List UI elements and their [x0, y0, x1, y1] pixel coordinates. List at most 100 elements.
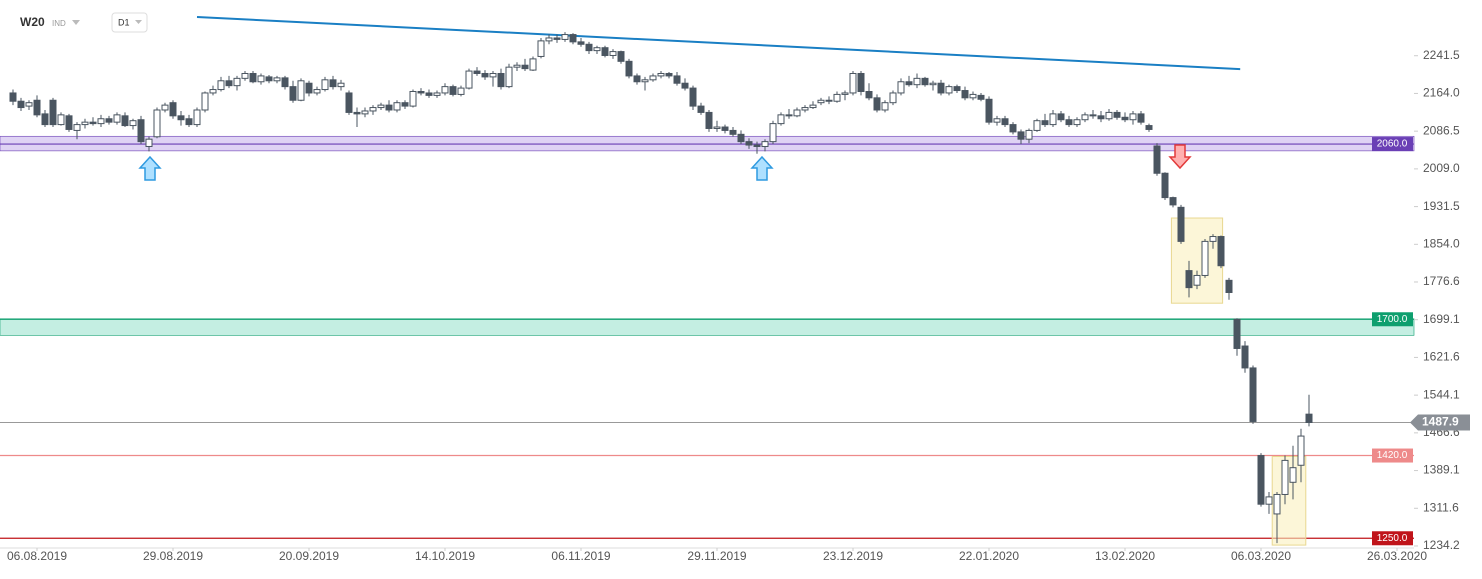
y-tick-label: 2086.5: [1423, 123, 1460, 137]
candle-body: [233, 77, 241, 87]
x-tick-label: 14.10.2019: [415, 549, 475, 563]
candle-body: [641, 79, 649, 83]
up-arrow: [750, 155, 774, 181]
candle-body: [761, 141, 769, 147]
candle-body: [969, 93, 977, 99]
candle-body: [465, 70, 473, 89]
down-arrow: [1168, 144, 1192, 170]
candle-body: [81, 121, 89, 126]
candle-body: [921, 77, 929, 86]
timeframe-box[interactable]: [111, 12, 148, 33]
x-tick-label: 06.11.2019: [551, 549, 610, 563]
candle-body: [785, 114, 793, 117]
candle-body: [1097, 115, 1105, 120]
candle-body: [529, 58, 537, 71]
candle-body: [1241, 345, 1249, 369]
candle-body: [1257, 455, 1265, 505]
candle-body: [1169, 197, 1177, 206]
candle-body: [1145, 125, 1153, 130]
candle-body: [1081, 114, 1089, 121]
candle-body: [281, 77, 289, 88]
candle-body: [17, 100, 25, 109]
candle-body: [1233, 318, 1241, 349]
timeframe[interactable]: D1: [118, 17, 130, 27]
candle-body: [393, 102, 401, 111]
candle-body: [193, 109, 201, 126]
level-band: [0, 318, 1415, 336]
candle-body: [977, 94, 985, 100]
symbol[interactable]: W20: [20, 15, 45, 29]
candle-body: [865, 90, 873, 99]
candle-body: [433, 92, 441, 96]
y-tick-label: 1389.1: [1423, 463, 1460, 477]
y-tick-label: 1776.6: [1423, 274, 1460, 288]
candle-body: [697, 105, 705, 113]
candle-body: [377, 104, 385, 109]
candle-body: [1201, 240, 1209, 276]
x-tick-label: 06.03.2020: [1231, 549, 1291, 563]
x-tick-label: 13.02.2020: [1095, 549, 1155, 563]
candle-body: [849, 72, 857, 94]
candle-body: [769, 123, 777, 143]
candle-body: [897, 81, 905, 94]
candle-body: [633, 75, 641, 83]
candle-body: [121, 115, 129, 127]
y-tick-label: 1544.1: [1423, 387, 1460, 401]
candle-body: [945, 86, 953, 94]
dropdown-arrow[interactable]: [72, 20, 80, 25]
candle-body: [249, 72, 257, 83]
candle-body: [385, 104, 393, 111]
candle-body: [1161, 172, 1169, 199]
x-tick-label: 06.08.2019: [7, 549, 67, 563]
candle-body: [257, 75, 265, 83]
y-tick-label: 2241.5: [1423, 48, 1460, 62]
candle-body: [1193, 274, 1201, 286]
candle-body: [57, 114, 65, 126]
candle-body: [817, 99, 825, 104]
dropdown-arrow[interactable]: [135, 20, 142, 24]
candle-body: [425, 92, 433, 96]
background: [0, 135, 1415, 546]
candle-body: [137, 119, 145, 143]
candle-body: [553, 37, 561, 40]
candle-body: [73, 124, 81, 131]
y-tick-label: 1854.0: [1423, 236, 1460, 250]
candle-body: [521, 64, 529, 70]
candle-body: [265, 76, 273, 82]
candle-body: [1249, 367, 1257, 422]
candle-body: [745, 141, 753, 146]
candle-body: [937, 82, 945, 94]
candle-body: [1025, 129, 1033, 140]
candle-body: [1153, 145, 1161, 174]
candle-body: [1177, 206, 1185, 242]
candle-body: [609, 51, 617, 56]
level-label-box: [1372, 448, 1413, 463]
candle-body: [1057, 113, 1065, 121]
candle-body: [25, 102, 33, 107]
trendline: [196, 16, 1241, 71]
candle-body: [449, 86, 457, 95]
candle-body: [153, 109, 161, 138]
candle-body: [1033, 120, 1041, 131]
candle-body: [1265, 496, 1273, 505]
candle-body: [417, 90, 425, 94]
candle-body: [1089, 114, 1097, 117]
candle-body: [1113, 111, 1121, 118]
candle-body: [601, 47, 609, 56]
x-tick-label: 29.08.2019: [143, 549, 203, 563]
candle-body: [793, 109, 801, 117]
x-tick-label: 29.11.2019: [687, 549, 746, 563]
candle-body: [1001, 118, 1009, 126]
symbol-kind: IND: [52, 19, 66, 28]
candle-body: [577, 41, 585, 45]
candle-body: [689, 87, 697, 107]
candle-body: [489, 72, 497, 78]
last-price-label: 1487.9: [1422, 415, 1459, 429]
candle-body: [1137, 113, 1145, 123]
candle-body: [225, 80, 233, 87]
candle-body: [561, 34, 569, 40]
candle-body: [729, 129, 737, 135]
candle-body: [929, 82, 937, 86]
level-label: 1700.0: [1377, 314, 1408, 325]
